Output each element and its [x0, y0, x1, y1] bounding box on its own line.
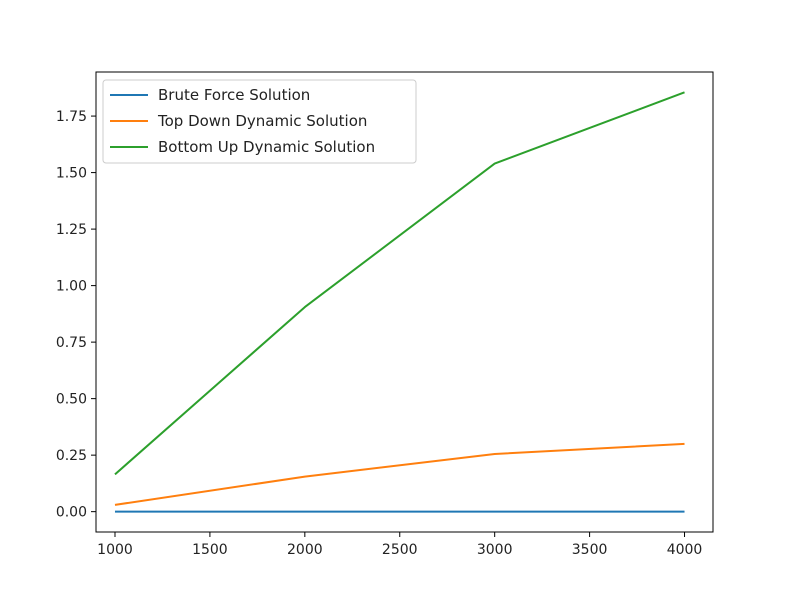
legend-label: Bottom Up Dynamic Solution	[158, 138, 375, 156]
plot-area-frame	[95, 71, 714, 533]
y-axis: 0.00 0.25 0.50 0.75 1.00 1.25 1.50 1.75	[56, 109, 96, 521]
series-line-2	[114, 91, 685, 476]
x-tick-label: 1500	[192, 542, 228, 558]
y-tick-label: 0.00	[56, 505, 87, 521]
y-tick-label: 0.75	[56, 335, 87, 351]
y-tick-label: 1.00	[56, 279, 87, 295]
legend-label: Brute Force Solution	[158, 86, 310, 104]
y-tick-label: 1.50	[56, 166, 87, 182]
y-tick-label: 0.50	[56, 392, 87, 408]
y-tick-label: 0.25	[56, 448, 87, 464]
x-tick-label: 3000	[477, 542, 513, 558]
y-tick-label: 1.75	[56, 109, 87, 125]
series-line-1	[114, 442, 685, 506]
y-tick-label: 1.25	[56, 222, 87, 238]
legend-label: Top Down Dynamic Solution	[157, 112, 367, 130]
series-lines	[114, 91, 685, 513]
x-tick-label: 2000	[287, 542, 323, 558]
x-tick-label: 1000	[97, 542, 133, 558]
x-tick-label: 2500	[382, 542, 418, 558]
x-tick-label: 3500	[572, 542, 608, 558]
legend: Brute Force Solution Top Down Dynamic Sol…	[102, 79, 417, 164]
legend-box	[102, 79, 417, 164]
x-tick-label: 4000	[667, 542, 703, 558]
x-axis: 1000 1500 2000 2500 3000 3500 4000	[97, 532, 702, 558]
